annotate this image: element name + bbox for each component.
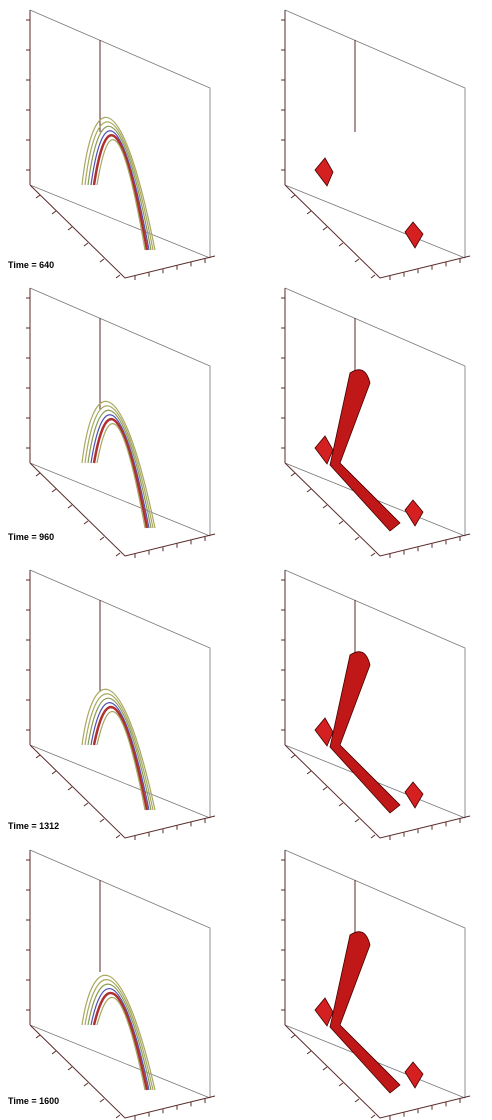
tick xyxy=(100,819,104,822)
surface xyxy=(405,222,423,248)
tick xyxy=(371,1115,375,1118)
back-plane xyxy=(30,850,210,1098)
tick xyxy=(339,521,343,524)
tick xyxy=(36,195,40,198)
axis-x xyxy=(30,463,215,556)
tick xyxy=(52,1051,56,1054)
tick xyxy=(68,1067,72,1070)
tick xyxy=(68,787,72,790)
surface xyxy=(315,436,333,464)
tick xyxy=(36,1035,40,1038)
page: Time = 640 Time = 960 Time = 1312 Time =… xyxy=(0,0,492,1120)
tick xyxy=(291,195,295,198)
floor-edge xyxy=(30,1025,210,1098)
figure: Time = 640 Time = 960 Time = 1312 Time =… xyxy=(0,0,492,1120)
tick xyxy=(52,489,56,492)
tick xyxy=(355,819,359,822)
tick xyxy=(52,771,56,774)
axis-x xyxy=(30,185,215,278)
tick xyxy=(307,1051,311,1054)
tick xyxy=(371,553,375,556)
tick xyxy=(36,473,40,476)
tick xyxy=(355,259,359,262)
tick xyxy=(355,537,359,540)
floor-edge xyxy=(30,745,210,818)
back-plane xyxy=(30,570,210,818)
surface xyxy=(330,932,400,1093)
floor-edge xyxy=(30,463,210,536)
surface xyxy=(315,718,333,746)
tick xyxy=(116,553,120,556)
tick xyxy=(84,803,88,806)
tick xyxy=(68,227,72,230)
tick xyxy=(291,1035,295,1038)
tick xyxy=(68,505,72,508)
tick xyxy=(100,259,104,262)
tick xyxy=(323,787,327,790)
surface xyxy=(315,998,333,1026)
tick xyxy=(116,1115,120,1118)
floor-edge xyxy=(30,185,210,258)
axis-x xyxy=(285,185,470,278)
floor-edge xyxy=(285,185,465,258)
tick xyxy=(339,243,343,246)
surface xyxy=(315,158,333,186)
surface xyxy=(330,370,400,531)
surface xyxy=(330,652,400,813)
tick xyxy=(116,835,120,838)
time-label: Time = 1312 xyxy=(8,821,59,831)
back-plane xyxy=(30,288,210,536)
tick xyxy=(323,505,327,508)
tick xyxy=(291,755,295,758)
tick xyxy=(84,1083,88,1086)
back-plane xyxy=(285,10,465,258)
tick xyxy=(371,835,375,838)
tick xyxy=(291,473,295,476)
tick xyxy=(323,227,327,230)
surface xyxy=(405,500,423,526)
surface xyxy=(405,1062,423,1088)
tick xyxy=(84,243,88,246)
tick xyxy=(307,211,311,214)
surface xyxy=(405,782,423,808)
tick xyxy=(323,1067,327,1070)
tick xyxy=(116,275,120,278)
tick xyxy=(339,803,343,806)
tick xyxy=(307,771,311,774)
tick xyxy=(355,1099,359,1102)
tick xyxy=(339,1083,343,1086)
tick xyxy=(52,211,56,214)
tick xyxy=(84,521,88,524)
time-label: Time = 640 xyxy=(8,260,54,270)
tick xyxy=(100,537,104,540)
time-label: Time = 1600 xyxy=(8,1096,59,1106)
tick xyxy=(36,755,40,758)
time-label: Time = 960 xyxy=(8,532,54,542)
tick xyxy=(371,275,375,278)
tick xyxy=(100,1099,104,1102)
tick xyxy=(307,489,311,492)
